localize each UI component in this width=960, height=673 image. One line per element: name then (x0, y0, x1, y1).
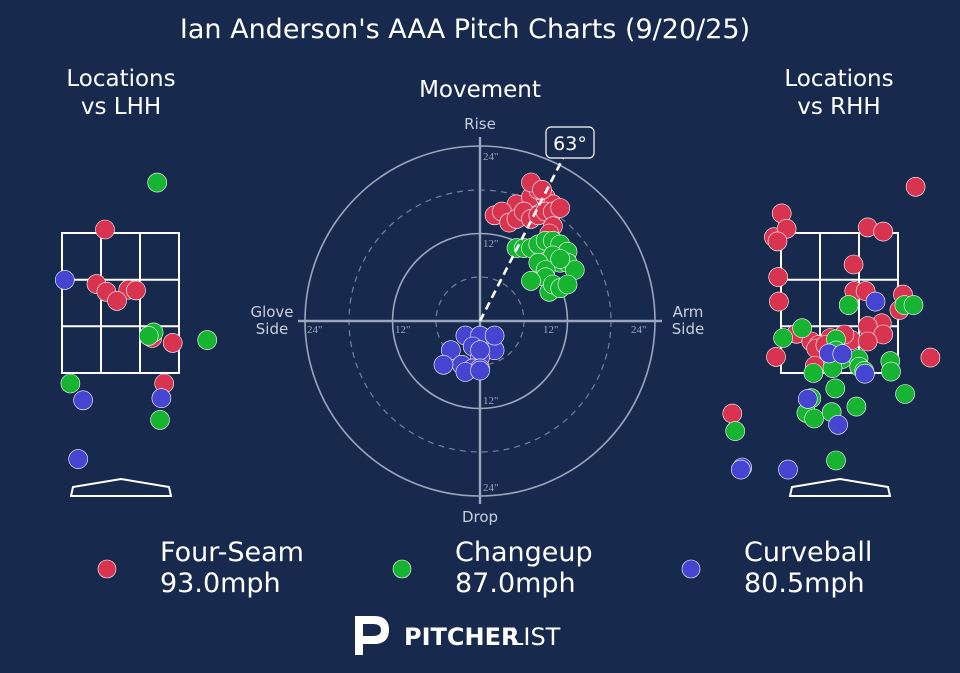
legend-swatch-curveball (681, 559, 701, 579)
arm-angle-badge (545, 126, 595, 159)
movement-point-four-seam (532, 180, 552, 200)
rhh-point-changeup (895, 384, 915, 404)
axis-label-arm-2: Side (672, 320, 704, 338)
legend-label-changeup: Changeup (455, 537, 593, 568)
rhh-point-four-seam (843, 254, 864, 275)
ring-label-right-12: 12" (543, 324, 559, 336)
rhh-title-line-2: vs RHH (797, 94, 880, 120)
rhh-point-four-seam (905, 177, 926, 197)
pitcherlist-logo-icon (355, 616, 389, 655)
rhh-point-four-seam (766, 347, 786, 367)
legend-label-curveball: Curveball (744, 537, 872, 568)
rhh-point-curveball (832, 344, 853, 364)
movement-point-four-seam (550, 198, 571, 218)
rhh-point-changeup (846, 396, 867, 417)
axis-label-arm-1: Arm (673, 303, 704, 321)
legend-velo-changeup: 87.0mph (455, 568, 576, 599)
rhh-point-curveball (855, 363, 875, 384)
legend-swatch-changeup (392, 559, 412, 579)
movement-point-curveball (484, 325, 505, 346)
legend-velo-curveball: 80.5mph (744, 568, 865, 599)
rhh-point-four-seam (722, 403, 743, 424)
legend: Four-Seam 93.0mph Changeup 87.0mph Curve… (97, 537, 872, 599)
rhh-point-four-seam (769, 291, 789, 312)
lhh-point-curveball (68, 449, 88, 469)
axis-label-glove-2: Side (256, 320, 288, 338)
lhh-point-curveball (151, 388, 172, 409)
rhh-title-line-1: Locations (784, 66, 893, 92)
rhh-point-four-seam (857, 331, 878, 352)
rhh-point-changeup (838, 295, 859, 315)
lhh-point-four-seam (107, 291, 127, 311)
movement-point-changeup (550, 249, 571, 269)
lhh-point-four-seam (162, 333, 183, 353)
axis-label-glove-1: Glove (250, 303, 293, 321)
rhh-point-four-seam (768, 267, 789, 287)
ring-label-bottom-24: 24" (483, 482, 499, 494)
rhh-point-four-seam (920, 347, 941, 368)
movement-point-curveball (470, 360, 490, 381)
lhh-point-changeup (60, 373, 81, 394)
rhh-point-four-seam (873, 221, 894, 242)
rhh-point-changeup (725, 421, 746, 441)
chart-marks (55, 172, 941, 480)
rhh-point-curveball (828, 414, 848, 435)
rhh-point-changeup (804, 408, 824, 429)
lhh-point-four-seam (126, 280, 146, 301)
movement-point-changeup (557, 274, 578, 295)
lhh-title-line-2: vs LHH (81, 94, 161, 120)
rhh-point-curveball (865, 291, 886, 312)
brand-pitcher: PITCHER (404, 623, 519, 651)
lhh-point-curveball (55, 270, 75, 290)
axis-label-rise: Rise (464, 115, 496, 133)
movement-point-changeup (521, 271, 541, 291)
ring-label-top-24: 24" (483, 151, 499, 163)
arm-angle-label: 63° (553, 133, 587, 155)
ring-label-left-24: 24" (307, 324, 323, 336)
rhh-point-four-seam (767, 231, 788, 252)
legend-velo-four-seam: 93.0mph (160, 568, 281, 599)
lhh-point-four-seam (95, 219, 115, 240)
ring-label-right-24: 24" (631, 324, 647, 336)
legend-label-four-seam: Four-Seam (160, 537, 304, 568)
rhh-point-curveball (730, 459, 751, 480)
lhh-point-changeup (150, 410, 170, 430)
lhh-point-changeup (197, 330, 217, 350)
chart-title: Ian Anderson's AAA Pitch Charts (9/20/25… (180, 14, 750, 45)
lhh-home-plate (69, 477, 173, 497)
lhh-point-changeup (138, 326, 159, 346)
rhh-point-changeup (903, 295, 924, 315)
lhh-point-changeup (147, 172, 167, 193)
rhh-point-curveball (778, 459, 798, 480)
brand-list: LIST (510, 623, 561, 651)
pitcherlist-logo: PITCHER LIST (355, 616, 561, 655)
movement-point-curveball (433, 354, 454, 375)
arm-angle-line (478, 152, 567, 322)
lhh-title-line-1: Locations (66, 66, 175, 92)
ring-label-left-12: 12" (395, 324, 411, 336)
movement-title: Movement (419, 77, 541, 103)
rhh-home-plate (788, 477, 892, 497)
legend-swatch-four-seam (97, 559, 117, 579)
rhh-point-changeup (825, 378, 846, 399)
rhh-point-changeup (792, 318, 812, 339)
ring-label-bottom-12: 12" (483, 395, 499, 407)
axis-label-drop: Drop (462, 508, 498, 526)
rhh-point-changeup (773, 328, 793, 348)
rhh-point-changeup (803, 363, 824, 383)
movement-point-curveball (470, 340, 490, 361)
rhh-point-curveball (797, 389, 818, 409)
lhh-point-curveball (73, 390, 93, 411)
rhh-point-changeup (881, 361, 901, 382)
ring-label-top-12: 12" (483, 238, 499, 250)
rhh-point-changeup (826, 450, 846, 471)
